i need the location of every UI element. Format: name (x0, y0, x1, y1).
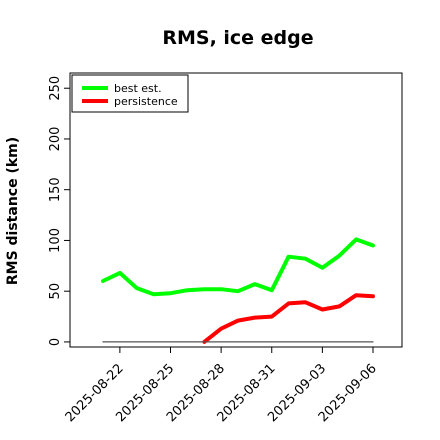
series-line-persistence (202, 293, 375, 344)
y-axis: 0 50 100 150 200 250 (48, 76, 70, 346)
series-layer (101, 237, 375, 344)
legend-label-best-est: best est. (114, 82, 162, 95)
legend-label-persistence: persistence (114, 95, 178, 108)
y-tick-label: 100 (48, 228, 63, 253)
y-tick-label: 0 (48, 338, 63, 346)
legend: best est. persistence (71, 74, 189, 113)
chart-title: RMS, ice edge (162, 27, 313, 49)
plot-frame (69, 72, 403, 348)
legend-box (71, 74, 189, 113)
y-tick-label: 250 (48, 76, 63, 101)
y-tick-label: 200 (48, 127, 63, 152)
y-tick-label: 50 (48, 283, 63, 300)
series-line-best-est- (101, 237, 375, 297)
y-tick-label: 150 (48, 177, 63, 202)
x-axis: 2025-08-222025-08-252025-08-282025-08-31… (63, 347, 380, 425)
y-axis-label: RMS distance (km) (5, 137, 21, 285)
